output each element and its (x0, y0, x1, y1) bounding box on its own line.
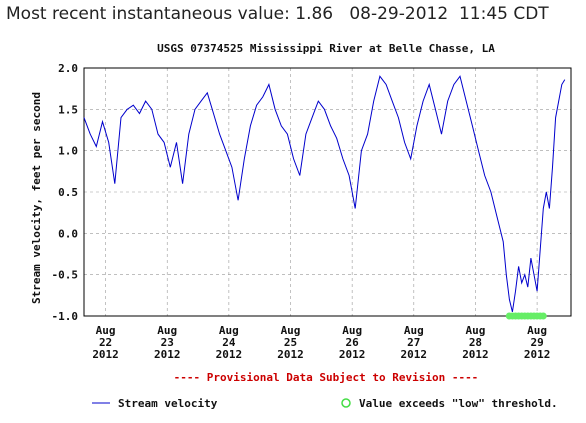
y-tick-label: -0.5 (52, 269, 79, 282)
recent-value: 1.86 (295, 4, 334, 24)
y-tick-label: 2.0 (58, 62, 78, 75)
low-threshold-markers (505, 312, 547, 320)
y-axis-label: Stream velocity, feet per second (30, 92, 43, 304)
legend-threshold-swatch (341, 398, 351, 408)
x-tick-label: 2012 (401, 348, 428, 361)
x-tick-label: 28 (469, 336, 482, 349)
y-tick-label: -1.0 (52, 310, 79, 323)
x-tick-label: Aug (281, 324, 301, 337)
legend-series-label: Stream velocity (118, 397, 218, 410)
grid (84, 67, 571, 317)
x-tick-label: Aug (96, 324, 116, 337)
recent-value-date: 08-29-2012 (349, 4, 449, 24)
provisional-note: ---- Provisional Data Subject to Revisio… (174, 371, 479, 384)
recent-value-label: Most recent instantaneous value: (6, 4, 290, 24)
y-tick-labels: 2.0 1.5 1.0 0.5 0.0 -0.5 -1.0 (52, 62, 79, 323)
x-tick-label: 2012 (92, 348, 119, 361)
x-tick-label: Aug (466, 324, 486, 337)
y-tick-label: 1.5 (58, 103, 78, 116)
x-tick-label: 2012 (339, 348, 366, 361)
y-tick-label: 0.0 (58, 227, 78, 240)
plot-area-border (83, 67, 572, 317)
y-tick-label: 1.0 (58, 145, 78, 158)
x-tick-labels: Aug222012Aug232012Aug242012Aug252012Aug2… (92, 324, 550, 361)
x-tick-label: Aug (342, 324, 362, 337)
threshold-point (539, 312, 547, 320)
x-tick-label: 2012 (462, 348, 489, 361)
x-tick-label: 22 (99, 336, 112, 349)
legend-threshold-label: Value exceeds "low" threshold. (359, 397, 558, 410)
x-tick-label: 2012 (216, 348, 243, 361)
x-tick-label: Aug (404, 324, 424, 337)
recent-value-time: 11:45 CDT (458, 4, 549, 24)
stream-velocity-line (83, 75, 566, 313)
recent-value-header: Most recent instantaneous value: 1.86 08… (6, 4, 549, 24)
x-tick-label: Aug (527, 324, 547, 337)
x-tick-label: 2012 (524, 348, 551, 361)
chart-title: USGS 07374525 Mississippi River at Belle… (157, 42, 495, 55)
x-tick-label: 24 (222, 336, 236, 349)
x-tick-label: 2012 (154, 348, 181, 361)
x-tick-label: 2012 (277, 348, 304, 361)
y-tick-label: 0.5 (58, 186, 78, 199)
x-tick-label: 23 (161, 336, 174, 349)
x-tick-label: 26 (346, 336, 360, 349)
x-tick-label: Aug (157, 324, 177, 337)
x-tick-label: 27 (407, 336, 420, 349)
x-tick-label: 25 (284, 336, 297, 349)
x-tick-label: Aug (219, 324, 239, 337)
x-tick-label: 29 (530, 336, 543, 349)
